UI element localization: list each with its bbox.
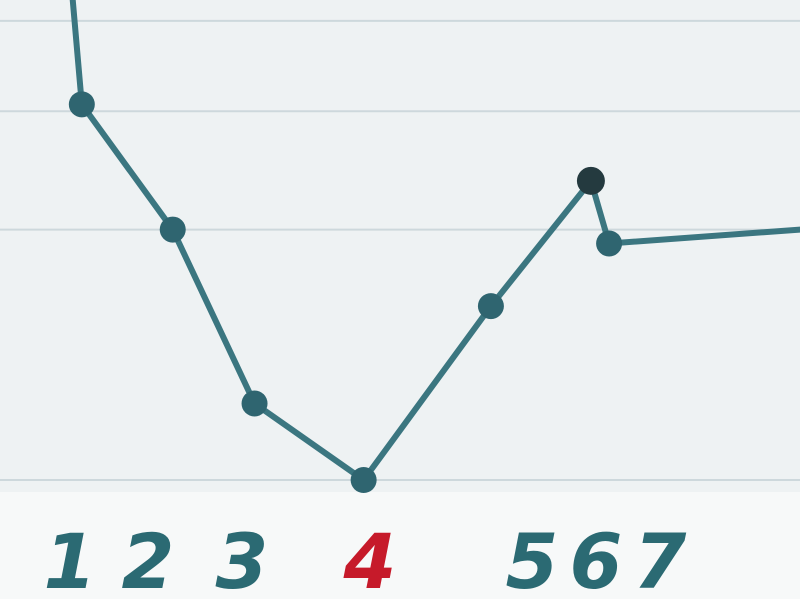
x-tick-label-6: 6: [570, 517, 623, 599]
x-tick-label-3: 3: [216, 517, 269, 599]
x-tick-label-4: 4: [343, 517, 397, 599]
data-point-1: [68, 91, 95, 118]
label-band: [0, 492, 800, 599]
data-point-3: [241, 390, 268, 417]
data-point-4: [350, 467, 377, 493]
gridlines: [0, 19, 800, 481]
x-tick-label-1: 1: [44, 517, 97, 599]
x-tick-label-2: 2: [122, 517, 175, 599]
data-point-7: [596, 230, 623, 257]
x-tick-label-7: 7: [634, 517, 687, 599]
data-point-2: [159, 216, 186, 243]
data-point-5: [477, 293, 504, 320]
x-tick-label-5: 5: [506, 517, 559, 599]
data-markers: [68, 91, 623, 493]
data-point-6: [576, 166, 605, 195]
